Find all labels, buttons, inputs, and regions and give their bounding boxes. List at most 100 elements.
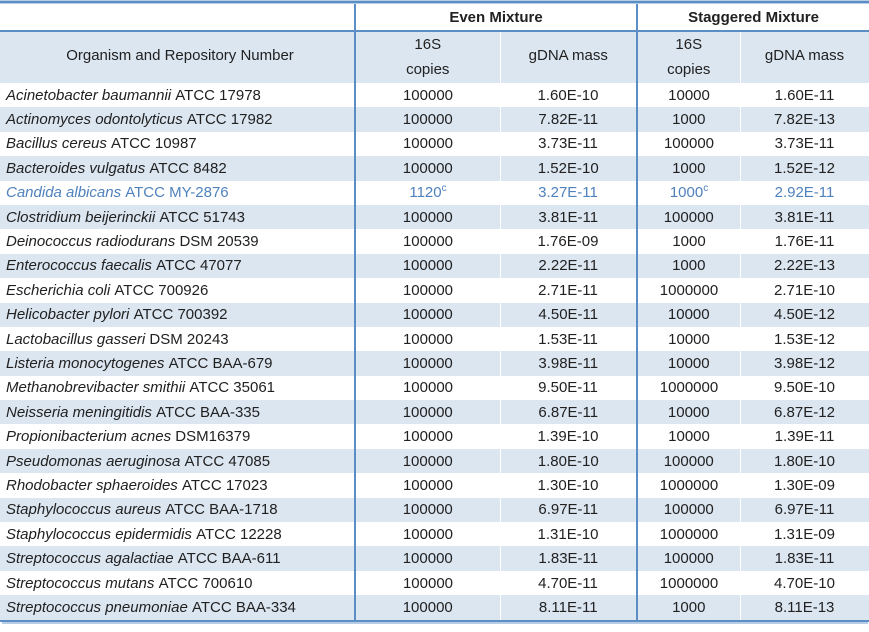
column-header-even-gdna-mass: gDNA mass xyxy=(500,31,638,83)
organism-name: Methanobrevibacter smithii xyxy=(6,379,190,397)
column-header-even-16s: 16S xyxy=(354,31,501,56)
staggered-gdna-mass-cell: 4.70E-10 xyxy=(774,574,835,592)
even-gdna-mass-cell: 8.11E-11 xyxy=(500,595,638,621)
organism-name: Rhodobacter sphaeroides xyxy=(6,476,182,494)
organism-cell: Staphylococcus aureus ATCC BAA-1718 xyxy=(0,497,356,523)
table-row: Enterococcus faecalis ATCC 47077 100000 … xyxy=(0,253,869,279)
staggered-16s-copies-cell: 10000 xyxy=(636,400,741,425)
repository-number: ATCC 12228 xyxy=(196,525,282,543)
table-row: Lactobacillus gasseri DSM 20243 100000 1… xyxy=(0,326,869,352)
repository-number: DSM16379 xyxy=(175,428,251,446)
organism-name: Acinetobacter baumannii xyxy=(6,86,176,104)
column-header-staggered-copies: copies xyxy=(636,56,741,83)
staggered-gdna-mass-cell: 1.83E-11 xyxy=(740,546,869,571)
organism-cell: Helicobacter pylori ATCC 700392 xyxy=(0,302,356,327)
repository-number: ATCC 35061 xyxy=(189,379,276,397)
even-16s-copies-cell: 100000 xyxy=(354,107,501,132)
even-gdna-mass-cell: 1.31E-10 xyxy=(537,525,599,543)
repository-number: ATCC BAA-1718 xyxy=(165,501,278,519)
organism-cell: Enterococcus faecalis ATCC 47077 xyxy=(0,253,356,279)
table-row: Helicobacter pylori ATCC 700392 100000 4… xyxy=(0,302,869,327)
group-header-staggered-mixture: Staggered Mixture xyxy=(636,4,869,32)
table-row: Acinetobacter baumannii ATCC 17978 10000… xyxy=(0,83,869,108)
organism-name: Escherichia coli xyxy=(6,281,115,299)
staggered-gdna-mass-cell: 1.52E-12 xyxy=(740,156,869,181)
even-gdna-mass-cell: 9.50E-11 xyxy=(538,379,598,397)
staggered-16s-copies-cell: 100000 xyxy=(636,448,741,474)
table-row: Bacillus cereus ATCC 10987 100000 3.73E-… xyxy=(0,131,869,157)
staggered-16s-copies-cell: 1000 xyxy=(636,253,741,279)
even-16s-copies-cell: 100000 xyxy=(354,570,500,596)
staggered-gdna-mass-cell: 6.97E-11 xyxy=(740,497,869,523)
even-16s-copies-cell: 100000 xyxy=(354,302,501,327)
even-gdna-mass-cell: 7.82E-11 xyxy=(500,107,638,132)
group-header-row: Even Mixture Staggered Mixture xyxy=(0,4,869,32)
staggered-gdna-mass-cell: 3.73E-11 xyxy=(774,135,835,153)
even-16s-copies-cell: 100000 xyxy=(354,253,501,279)
even-16s-copies-cell: 100000 xyxy=(354,400,501,425)
repository-number: ATCC 700392 xyxy=(133,306,228,324)
staggered-16s-copies-cell: 10000 xyxy=(636,302,741,327)
organism-name: Helicobacter pylori xyxy=(6,306,134,324)
organism-cell: Pseudomonas aeruginosa ATCC 47085 xyxy=(0,448,356,474)
staggered-16s-copies-cell: 10000 xyxy=(636,351,741,376)
organism-cell: Listeria monocytogenes ATCC BAA-679 xyxy=(0,351,356,376)
repository-number: ATCC 700610 xyxy=(158,574,253,592)
staggered-gdna-mass-cell: 1.39E-11 xyxy=(774,428,835,446)
even-gdna-mass-cell: 4.50E-11 xyxy=(500,302,638,327)
staggered-16s-copies-cell: 1000000 xyxy=(636,375,740,401)
staggered-gdna-mass-cell: 3.98E-12 xyxy=(740,351,869,376)
table-row: Staphylococcus epidermidis ATCC 12228 10… xyxy=(0,522,869,547)
staggered-16s-copies-cell: 100000 xyxy=(636,131,740,157)
organism-cell: Lactobacillus gasseri DSM 20243 xyxy=(0,327,355,351)
staggered-gdna-mass-cell: 8.11E-13 xyxy=(740,595,869,621)
table-row: Streptococcus pneumoniae ATCC BAA-334 10… xyxy=(0,595,869,621)
even-16s-copies-cell: 100000 xyxy=(354,326,500,352)
staggered-16s-copies-cell: 10000 xyxy=(636,326,740,352)
even-gdna-mass-cell: 1.30E-10 xyxy=(537,476,599,494)
organism-cell: Propionibacterium acnes DSM16379 xyxy=(0,424,355,448)
organism-name: Neisseria meningitidis xyxy=(6,403,157,421)
repository-number: ATCC BAA-335 xyxy=(156,403,260,421)
repository-number: ATCC BAA-611 xyxy=(177,550,281,568)
staggered-16s-copies-cell: 1000 xyxy=(636,107,741,132)
repository-number: ATCC BAA-679 xyxy=(168,354,273,372)
staggered-16s-copies-cell: 1000000 xyxy=(636,570,740,596)
organism-cell: Deinococcus radiodurans DSM 20539 xyxy=(0,229,355,253)
organism-name: Candida albicans xyxy=(6,184,126,202)
staggered-16s-copies-cell: 1000000 xyxy=(636,522,740,547)
even-gdna-mass-cell: 1.60E-10 xyxy=(537,86,599,104)
staggered-16s-copies-cell: 10000 xyxy=(636,83,740,108)
organism-name: Streptococcus mutans xyxy=(6,574,159,592)
column-header-even-copies: copies xyxy=(354,56,501,83)
even-16s-copies-cell: 100000 xyxy=(354,156,501,181)
staggered-gdna-mass-cell: 1.80E-10 xyxy=(740,448,869,474)
organism-cell: Bacteroides vulgatus ATCC 8482 xyxy=(0,156,356,181)
organism-cell: Acinetobacter baumannii ATCC 17978 xyxy=(0,83,355,107)
staggered-gdna-mass-cell: 4.50E-12 xyxy=(740,302,869,327)
even-16s-copies-cell: 100000 xyxy=(354,131,500,157)
even-16s-copies-cell: 100000 xyxy=(354,473,500,498)
table-body: Acinetobacter baumannii ATCC 17978 10000… xyxy=(0,83,869,621)
column-header-organism: Organism and Repository Number xyxy=(0,31,356,83)
mock-community-composition-table: Even Mixture Staggered Mixture Organism … xyxy=(0,4,869,622)
even-16s-copies-cell: 100000 xyxy=(354,497,501,523)
table-row: Candida albicans ATCC MY-2876 1120c 3.27… xyxy=(0,180,869,205)
organism-name: Clostridium beijerinckii xyxy=(6,208,160,226)
even-gdna-mass-cell: 1.53E-11 xyxy=(538,330,598,348)
organism-name: Propionibacterium acnes xyxy=(6,428,176,446)
even-16s-copies-cell: 100000 xyxy=(354,83,500,108)
repository-number: ATCC 17982 xyxy=(186,111,273,129)
even-16s-copies-cell: 100000 xyxy=(354,375,500,401)
even-gdna-mass-cell: 1.80E-10 xyxy=(500,448,638,474)
staggered-gdna-mass-cell: 1.53E-12 xyxy=(774,330,835,348)
even-gdna-mass-cell: 2.22E-11 xyxy=(500,253,638,279)
repository-number: ATCC 10987 xyxy=(111,135,197,153)
repository-number: ATCC 17978 xyxy=(175,86,261,104)
organism-name: Streptococcus agalactiae xyxy=(6,550,178,568)
even-gdna-mass-cell: 3.81E-11 xyxy=(500,204,638,230)
table-row: Clostridium beijerinckii ATCC 51743 1000… xyxy=(0,204,869,230)
repository-number: ATCC MY-2876 xyxy=(125,184,229,202)
staggered-16s-copies-cell: 1000 xyxy=(636,156,741,181)
